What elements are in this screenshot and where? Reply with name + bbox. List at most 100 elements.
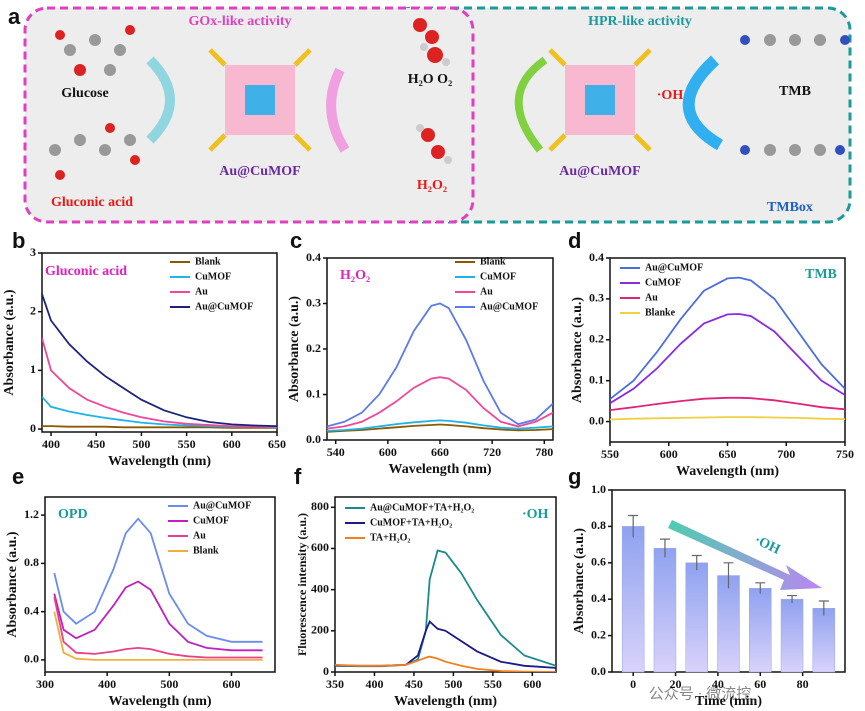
y-tick-label: 0.1 — [589, 372, 604, 386]
error-bar — [787, 594, 798, 603]
x-tick-label: 540 — [327, 445, 345, 459]
panel-letter: e — [12, 464, 24, 489]
y-tick-label: 2 — [30, 303, 36, 317]
x-tick-label: 350 — [326, 677, 344, 691]
tmbox-label: TMBox — [767, 200, 813, 215]
legend-label: Au@CuMOF — [645, 262, 703, 273]
x-tick-label: 700 — [777, 447, 795, 461]
arrow — [326, 67, 350, 153]
annotation: TMB — [805, 267, 837, 282]
x-tick-label: 600 — [223, 437, 241, 451]
error-bar — [691, 554, 702, 571]
bar — [621, 526, 645, 673]
x-tick-label: 550 — [178, 437, 196, 451]
x-tick-label: 80 — [797, 677, 809, 691]
legend-label: Au — [195, 286, 208, 297]
error-bar — [628, 514, 639, 538]
gluconic-label: Gluconic acid — [51, 195, 133, 210]
y-tick-label: 0.4 — [24, 603, 39, 617]
legend-label: TA+H₂O₂ — [370, 532, 410, 543]
trend-arrow — [668, 520, 822, 590]
legend-label: Blank — [195, 256, 221, 267]
y-tick-label: 1.0 — [591, 482, 606, 496]
panel-a: a GOx-like activity HPR-like activity Gl… — [8, 4, 852, 224]
panel-letter: f — [294, 464, 302, 489]
y-tick-label: 0.3 — [589, 291, 604, 305]
y-tick-label: 0.6 — [591, 555, 606, 569]
chart-4: f 0 200 400 600 800 350 400 450 500 550 600 Waveleng… — [294, 464, 557, 709]
series-line — [42, 293, 277, 427]
gox-title: GOx-like activity — [188, 14, 291, 29]
bar — [653, 547, 677, 673]
x-tick-label: 500 — [444, 677, 462, 691]
series-line — [327, 419, 553, 432]
x-tick-label: 300 — [36, 677, 54, 691]
legend-label: CuMOF — [480, 271, 516, 282]
o2-h2o-molecules — [413, 18, 452, 164]
y-tick-label: 0.1 — [306, 386, 321, 400]
y-tick-label: 1.2 — [24, 507, 39, 521]
series-line — [335, 549, 556, 668]
bar — [812, 608, 836, 673]
x-tick-label: 660 — [431, 445, 449, 459]
y-tick-label: 0 — [30, 421, 36, 435]
legend-label: Au@CuMOF — [480, 301, 538, 312]
y-tick-label: 0.2 — [589, 332, 604, 346]
series-line — [327, 423, 553, 433]
x-tick-label: 650 — [719, 447, 737, 461]
bar — [780, 598, 804, 673]
chart-5: g 0.0 0.2 0.4 0.6 0.8 1.0 0 20 40 60 80 Time (min) Ab… — [568, 464, 846, 709]
legend-label: Au@CuMOF — [193, 500, 251, 511]
y-tick-label: 0.0 — [306, 432, 321, 446]
legend-label: Au — [193, 530, 206, 541]
legend-label: CuMOF — [645, 277, 681, 288]
watermark: 公众号 · 微流控 — [649, 685, 752, 702]
y-tick-label: 0.8 — [24, 555, 39, 569]
series-line — [53, 517, 263, 643]
legend-label: Au@CuMOF — [195, 301, 253, 312]
x-axis-label: Wavelength (nm) — [676, 464, 779, 479]
x-tick-label: 20 — [670, 677, 682, 691]
series-line — [335, 655, 556, 672]
series-line — [42, 337, 277, 428]
x-tick-label: 500 — [160, 677, 178, 691]
error-bar — [723, 562, 734, 589]
x-axis-label: Wavelength (nm) — [108, 694, 211, 709]
legend-label: Blank — [480, 256, 506, 267]
arrow — [682, 55, 724, 151]
plot-frame — [334, 496, 557, 673]
x-tick-label: 780 — [535, 445, 553, 459]
chart-3: e 0.0 0.4 0.8 1.2 300 400 500 600 Wavelength (nm)… — [5, 464, 276, 709]
y-tick-label: 800 — [311, 499, 329, 513]
x-tick-label: 600 — [222, 677, 240, 691]
annotation: ·OH — [522, 507, 549, 522]
y-tick-label: 0 — [323, 664, 329, 678]
series-line — [53, 580, 263, 652]
annotation: Gluconic acid — [45, 264, 127, 279]
glucose-molecule — [55, 25, 135, 76]
annotation: ·OH — [752, 533, 782, 558]
bar — [685, 562, 708, 673]
y-tick-label: 3 — [30, 245, 36, 259]
panel-letter: g — [568, 464, 581, 489]
x-tick-label: 0 — [630, 677, 636, 691]
series-line — [42, 396, 277, 429]
legend-label: Blanke — [645, 307, 676, 318]
x-tick-label: 600 — [660, 447, 678, 461]
chart-2: d 0.0 0.1 0.2 0.3 0.4 550 600 650 700 750 Wavelengt… — [568, 228, 854, 479]
glucose-label: Glucose — [61, 86, 108, 101]
y-tick-label: 0.3 — [306, 295, 321, 309]
legend-label: Au — [480, 286, 493, 297]
panel-letter: b — [12, 228, 25, 253]
error-bar — [755, 582, 766, 594]
series-line — [610, 396, 845, 411]
x-tick-label: 550 — [601, 447, 619, 461]
panel-letter: c — [290, 228, 302, 253]
panel-letter: a — [8, 4, 21, 29]
panel-letter: d — [568, 228, 581, 253]
y-axis-label: Fluorescence intensity (a.u.) — [295, 513, 309, 656]
y-tick-label: 0.8 — [591, 518, 606, 532]
legend-label: CuMOF+TA+H₂O₂ — [370, 517, 452, 528]
series-line — [42, 425, 277, 429]
x-tick-label: 60 — [754, 677, 766, 691]
